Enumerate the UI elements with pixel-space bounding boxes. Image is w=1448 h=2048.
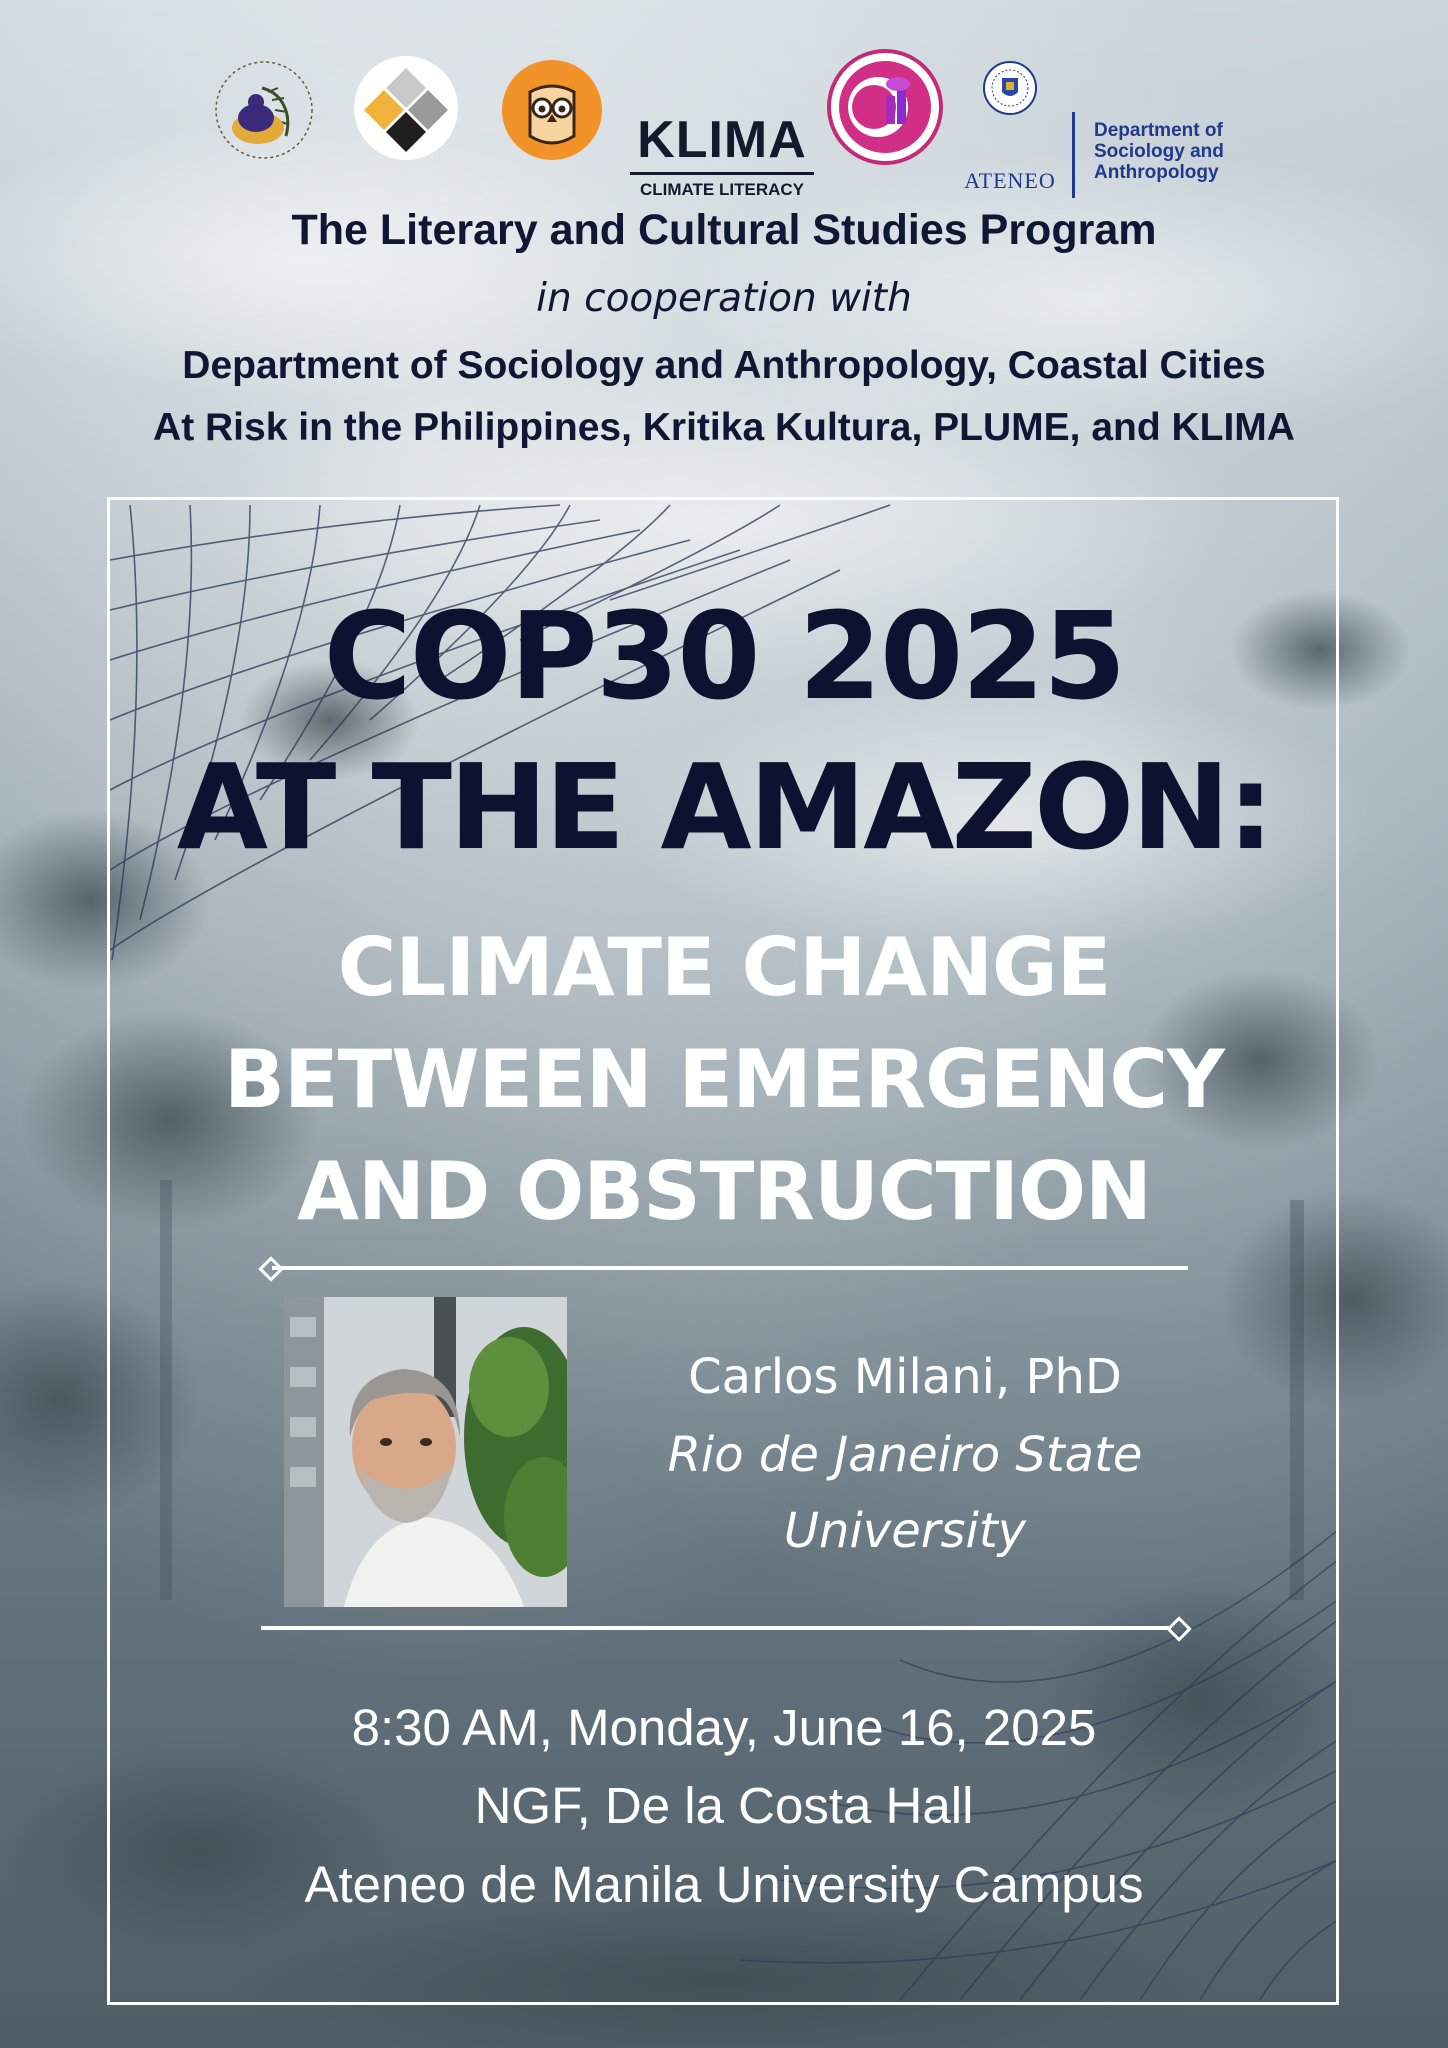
- kritika-kultura-logo: [354, 56, 458, 160]
- tree-canopies: [0, 590, 1448, 2048]
- dept-wordmark-line-1: Department of: [1094, 120, 1223, 141]
- event-datetime: 8:30 AM, Monday, June 16, 2025: [351, 1699, 1097, 1756]
- event-title-line-1: COP30 2025: [323, 588, 1127, 727]
- dept-wordmark-line-2: Sociology and: [1094, 141, 1224, 162]
- bottom-divider: [261, 1626, 1171, 1630]
- dept-wordmark-line-3: Anthropology: [1094, 162, 1219, 183]
- partners-line-2: At Risk in the Philippines, Kritika Kult…: [153, 406, 1295, 449]
- cooperation-label: in cooperation with: [536, 276, 912, 321]
- fog-wisps: [0, 120, 1448, 960]
- content-frame: [107, 497, 1339, 2005]
- dept-logo-divider: [1072, 112, 1075, 198]
- event-venue: NGF, De la Costa Hall: [474, 1777, 974, 1834]
- plume-owl-logo: [502, 60, 602, 160]
- event-campus: Ateneo de Manila University Campus: [304, 1856, 1144, 1913]
- event-title-line-2: AT THE AMAZON:: [176, 738, 1275, 876]
- klima-tagline: CLIMATE LITERACY: [639, 180, 804, 199]
- event-subtitle-line-1: CLIMATE CHANGE: [337, 921, 1112, 1014]
- speaker-name: Carlos Milani, PhD: [688, 1349, 1122, 1405]
- ateneo-wordmark: ATENEO: [964, 168, 1056, 193]
- speaker-photo: [284, 1297, 567, 1607]
- organizer-program: The Literary and Cultural Studies Progra…: [291, 206, 1157, 254]
- ateneo-seal-logo: [983, 61, 1037, 115]
- top-divider: [272, 1266, 1188, 1270]
- klima-wordmark: KLIMA: [637, 111, 807, 169]
- speaker-affiliation-line-2: University: [783, 1503, 1027, 1559]
- klima-underline: [630, 172, 814, 175]
- partners-line-1: Department of Sociology and Anthropology…: [182, 344, 1266, 387]
- event-subtitle-line-2: BETWEEN EMERGENCY: [224, 1033, 1225, 1126]
- lcs-program-logo: [215, 61, 313, 159]
- logo-row: KLIMA CLIMATE LITERACY ATENEO Department…: [0, 48, 1448, 199]
- mesh-pattern-bottom-right: [739, 1529, 1339, 2001]
- dept-wordmark: Department of Sociology and Anthropology: [1094, 120, 1294, 183]
- speaker-affiliation-line-1: Rio de Janeiro State: [667, 1427, 1143, 1483]
- coastal-cities-logo: [827, 49, 943, 165]
- mesh-pattern-top-left: [109, 504, 891, 961]
- event-subtitle-line-3: AND OBSTRUCTION: [297, 1145, 1152, 1238]
